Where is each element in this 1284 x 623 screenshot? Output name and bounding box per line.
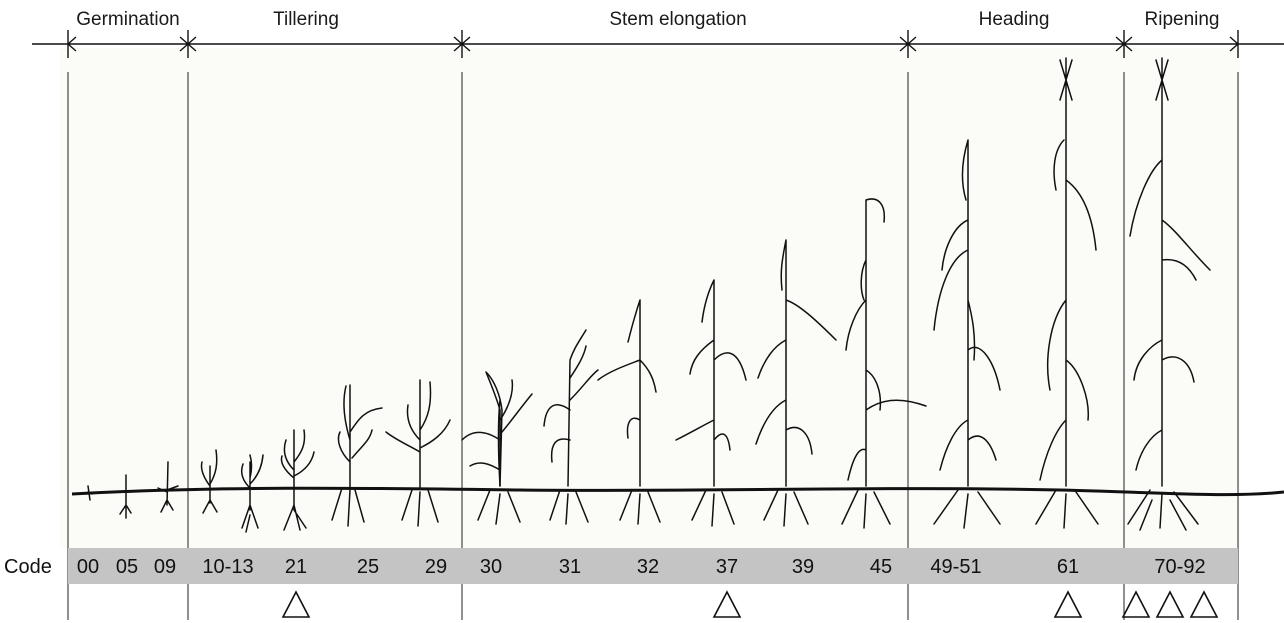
stage-separators	[67, 72, 1239, 620]
code-32: 32	[637, 556, 659, 578]
marker-ripening-3	[1189, 590, 1219, 618]
code-29: 29	[425, 556, 447, 578]
plant-illustrations	[87, 57, 1211, 533]
stage-label-ripening: Ripening	[1145, 9, 1220, 30]
code-25: 25	[357, 556, 379, 578]
code-10-13: 10-13	[202, 556, 253, 578]
sampling-markers	[281, 590, 1219, 618]
stage-timeline	[32, 30, 1284, 58]
marker-21	[281, 590, 311, 618]
code-09: 09	[154, 556, 176, 578]
plant-field-background	[60, 48, 1240, 548]
code-39: 39	[792, 556, 814, 578]
code-70-92: 70-92	[1154, 556, 1205, 578]
stage-label-stem-elongation: Stem elongation	[609, 9, 746, 30]
code-61: 61	[1057, 556, 1079, 578]
code-21: 21	[285, 556, 307, 578]
marker-ripening-2	[1155, 590, 1185, 618]
stage-label-heading: Heading	[979, 9, 1050, 30]
code-05: 05	[116, 556, 138, 578]
code-row-label: Code	[4, 556, 52, 578]
stage-label-germination: Germination	[76, 9, 180, 30]
code-31: 31	[559, 556, 581, 578]
marker-37	[712, 590, 742, 618]
ground-line	[71, 486, 1284, 497]
code-49-51: 49-51	[930, 556, 981, 578]
code-45: 45	[870, 556, 892, 578]
code-00: 00	[77, 556, 99, 578]
code-band	[68, 548, 1238, 584]
marker-61	[1053, 590, 1083, 618]
code-37: 37	[716, 556, 738, 578]
marker-ripening-1	[1121, 590, 1151, 618]
stage-label-tillering: Tillering	[273, 9, 339, 30]
code-30: 30	[480, 556, 502, 578]
